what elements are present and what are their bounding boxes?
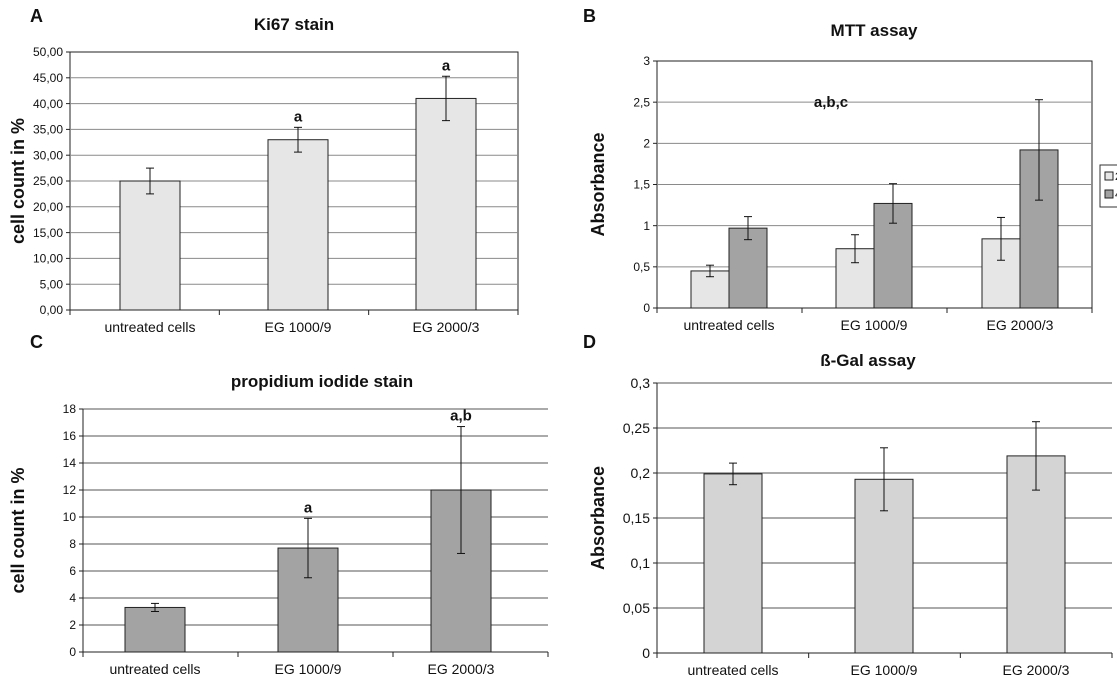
y-tick-label: 45,00 [33,71,63,85]
bar [124,606,186,653]
bar [267,139,329,311]
y-tick-label: 0,3 [631,375,651,391]
x-tick-label: untreated cells [104,319,195,335]
x-tick-label: EG 1000/9 [275,661,342,677]
x-tick-label: EG 2000/3 [1003,662,1070,678]
chart-title: propidium iodide stain [231,372,413,391]
y-tick-label: 2 [69,618,76,632]
x-tick-label: EG 2000/3 [413,319,480,335]
panel-letter-a: A [30,6,43,26]
bar [277,547,339,653]
legend-label: 24hr [1115,171,1117,183]
bar [703,473,763,654]
y-axis-title: cell count in % [8,118,28,244]
significance-label: a [304,499,313,516]
chart-panel-a: 0,00 5,00 10,00 15,00 20,00 25,00 30,00 35,00 40… [8,15,519,335]
y-tick-label: 8 [69,537,76,551]
y-tick-label: 0,00 [40,303,64,317]
bar [728,227,768,309]
significance-label: a,b,c [814,94,848,111]
y-tick-label: 5,00 [40,277,64,291]
legend-swatch [1104,171,1114,181]
x-tick-label: untreated cells [687,662,778,678]
chart-panel-b: 0 0,5 1 1,5 2 2,5 3 a,b,c untreated cells EG 1000… [588,21,1117,333]
panel-letter-c: C [30,332,43,352]
significance-label: a [442,57,451,74]
panel-letter-d: D [583,332,596,352]
x-tick-label: untreated cells [683,317,774,333]
y-tick-label: 12 [63,483,77,497]
legend-label: 48hr [1115,189,1117,201]
x-tick-label: untreated cells [109,661,200,677]
chart-panel-d: 0 0,05 0,1 0,15 0,2 0,25 0,3 untreated cells EG … [588,351,1113,678]
y-tick-label: 0 [642,645,650,661]
y-tick-label: 0,05 [623,600,650,616]
y-axis-title: cell count in % [8,467,28,593]
y-tick-label: 0,2 [631,465,651,481]
y-tick-label: 1,5 [633,178,650,192]
x-tick-label: EG 1000/9 [265,319,332,335]
y-axis-title: Absorbance [588,132,608,236]
x-tick-label: EG 2000/3 [987,317,1054,333]
y-tick-label: 16 [63,429,77,443]
y-tick-label: 0,1 [631,555,651,571]
y-tick-label: 0,15 [623,510,650,526]
y-tick-label: 0,5 [633,260,650,274]
y-tick-label: 40,00 [33,97,63,111]
y-tick-label: 6 [69,564,76,578]
y-tick-label: 1 [643,219,650,233]
chart-title: ß-Gal assay [820,351,916,370]
chart-title: Ki67 stain [254,15,334,34]
significance-label: a,b [450,408,472,425]
y-tick-label: 10 [63,510,77,524]
y-tick-label: 30,00 [33,148,63,162]
y-tick-label: 14 [63,456,77,470]
y-tick-label: 0,25 [623,420,650,436]
legend-swatch [1104,189,1114,199]
x-tick-label: EG 2000/3 [428,661,495,677]
y-tick-label: 0 [69,645,76,659]
y-tick-label: 50,00 [33,45,63,59]
x-tick-label: EG 1000/9 [851,662,918,678]
panel-letter-b: B [583,6,596,26]
y-tick-label: 20,00 [33,200,63,214]
significance-label: a [294,108,303,125]
y-tick-label: 15,00 [33,226,63,240]
y-tick-label: 35,00 [33,123,63,137]
y-tick-label: 18 [63,402,77,416]
y-tick-label: 25,00 [33,174,63,188]
x-tick-label: EG 1000/9 [841,317,908,333]
chart-panel-c: 0 2 4 6 8 10 12 14 16 18 a a,b untreated cells EG 100… [8,372,549,677]
y-tick-label: 2 [643,137,650,151]
bar [415,97,477,311]
y-tick-label: 0 [643,301,650,315]
y-axis-title: Absorbance [588,466,608,570]
chart-title: MTT assay [831,21,918,40]
y-tick-label: 3 [643,54,650,68]
y-tick-label: 4 [69,591,76,605]
bar [119,180,181,311]
y-tick-label: 2,5 [633,95,650,109]
y-tick-label: 10,00 [33,252,63,266]
